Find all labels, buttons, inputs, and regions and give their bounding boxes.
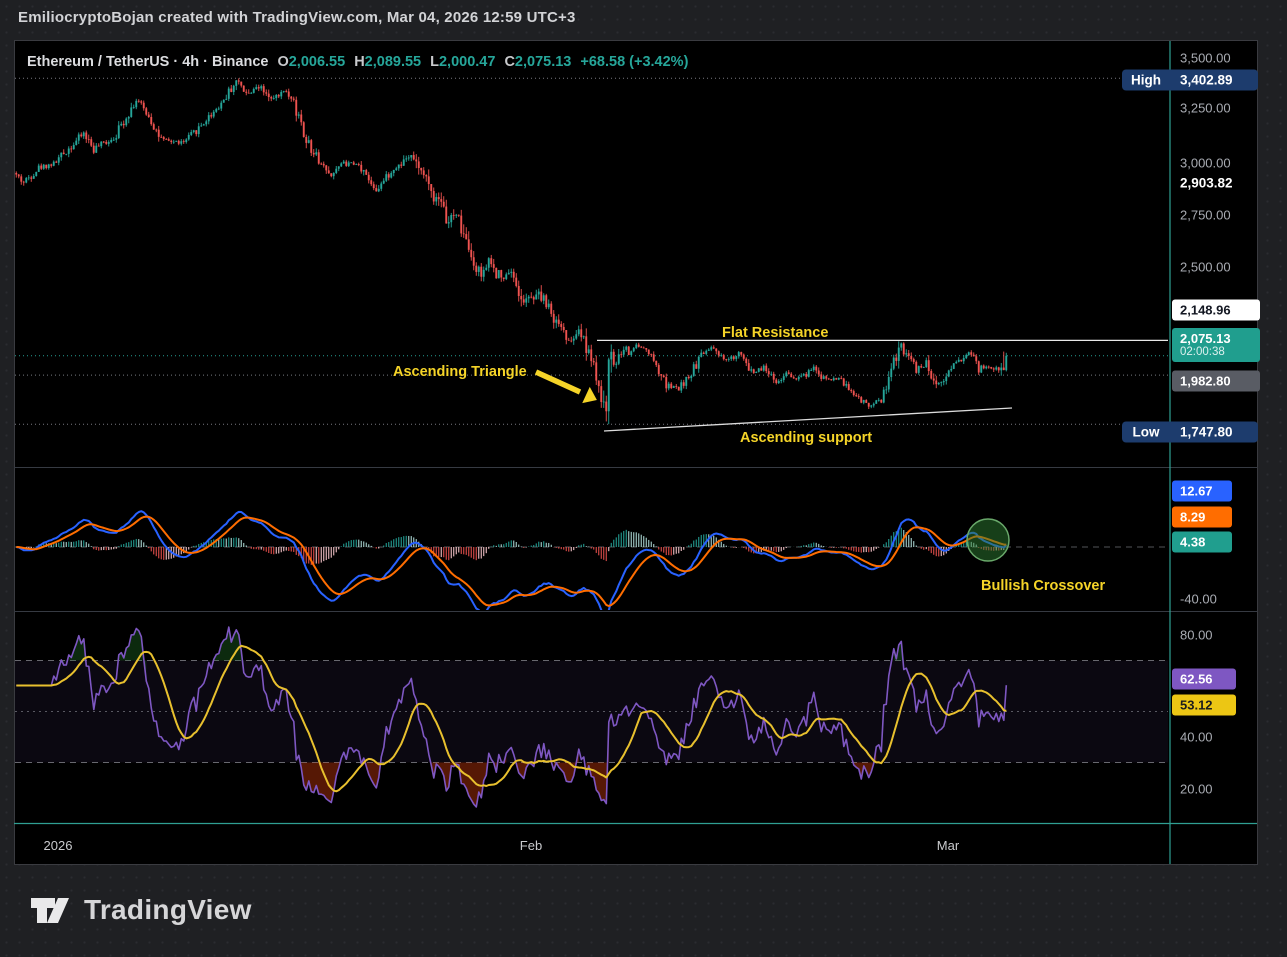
- time-label-Feb[interactable]: Feb: [519, 838, 543, 853]
- rsi-tick: 40.00: [1180, 729, 1213, 745]
- macd-badge-0: 12.67: [1172, 480, 1232, 502]
- rsi-tick: 80.00: [1180, 627, 1213, 643]
- high-badge-key: High: [1131, 72, 1161, 88]
- bullish-crossover-label[interactable]: Bullish Crossover: [981, 578, 1106, 594]
- ohlc-label-O: O: [277, 54, 289, 70]
- low-badge-value: 1,747.80: [1180, 424, 1233, 440]
- chart-legend[interactable]: Ethereum / TetherUS · 4h · Binance O2,006…: [27, 54, 688, 70]
- ohlc-values: O2,006.55 H2,089.55 L2,000.47 C2,075.13: [268, 54, 571, 70]
- tradingview-logo: TradingView: [28, 888, 252, 932]
- attribution-text: EmiliocryptoBojan created with TradingVi…: [18, 9, 576, 26]
- ascending-support-line[interactable]: [603, 407, 1013, 432]
- price-tick: 2,750.00: [1180, 207, 1231, 223]
- time-label-Mar[interactable]: Mar: [936, 838, 960, 853]
- macd-badge-2: 4.38: [1172, 531, 1232, 553]
- ascending-triangle-label[interactable]: Ascending Triangle: [393, 364, 527, 380]
- ohlc-label-C: C: [504, 54, 515, 70]
- triangle-arrow[interactable]: [534, 369, 582, 395]
- change-value: +68.58 (+3.42%): [580, 54, 689, 70]
- macd-badge-1: 8.29: [1172, 506, 1232, 528]
- ascending-support-label[interactable]: Ascending support: [740, 430, 873, 446]
- ohlc-value-L: 2,000.47: [438, 54, 496, 70]
- ohlc-value-C: 2,075.13: [514, 54, 572, 70]
- price-label-white: 2,903.82: [1180, 175, 1233, 191]
- flat-resistance-label[interactable]: Flat Resistance: [722, 325, 829, 341]
- ohlc-label-H: H: [354, 54, 365, 70]
- symbol-title: Ethereum / TetherUS · 4h · Binance: [27, 54, 269, 70]
- low-badge: Low 1,747.80: [1122, 421, 1258, 443]
- triangle-arrowhead: [582, 386, 597, 404]
- rsi-badge-1: 53.12: [1172, 694, 1236, 716]
- rsi-badge-0: 62.56: [1172, 668, 1236, 690]
- macd-tick: -40.00: [1180, 591, 1217, 607]
- ohlc-label-L: L: [430, 54, 439, 70]
- tradingview-logo-icon: [31, 898, 69, 923]
- rsi-tick: 20.00: [1180, 781, 1213, 797]
- rsi-indicator[interactable]: [15, 626, 1168, 808]
- low-badge-key: Low: [1132, 424, 1160, 440]
- price-tick: 2,500.00: [1180, 259, 1231, 275]
- time-label-2026[interactable]: 2026: [43, 838, 73, 853]
- candlestick-series[interactable]: [15, 78, 1008, 425]
- resistance-price-badge: 2,148.96: [1172, 299, 1260, 321]
- bar-countdown: 02:00:38: [1180, 346, 1225, 358]
- gray-level-badge: 1,982.80: [1172, 370, 1260, 392]
- tradingview-logo-text: TradingView: [84, 894, 252, 925]
- price-tick: 3,000.00: [1180, 155, 1231, 171]
- high-badge: High 3,402.89: [1122, 69, 1258, 91]
- price-tick: 3,250.00: [1180, 100, 1231, 116]
- high-badge-value: 3,402.89: [1180, 72, 1233, 88]
- bullish-crossover-circle[interactable]: [966, 518, 1010, 562]
- last-price-badge: 2,075.13 02:00:38: [1172, 328, 1260, 362]
- ohlc-value-O: 2,006.55: [288, 54, 346, 70]
- price-tick: 3,500.00: [1180, 50, 1231, 66]
- ohlc-value-H: 2,089.55: [364, 54, 422, 70]
- last-price-value: 2,075.13: [1180, 331, 1231, 346]
